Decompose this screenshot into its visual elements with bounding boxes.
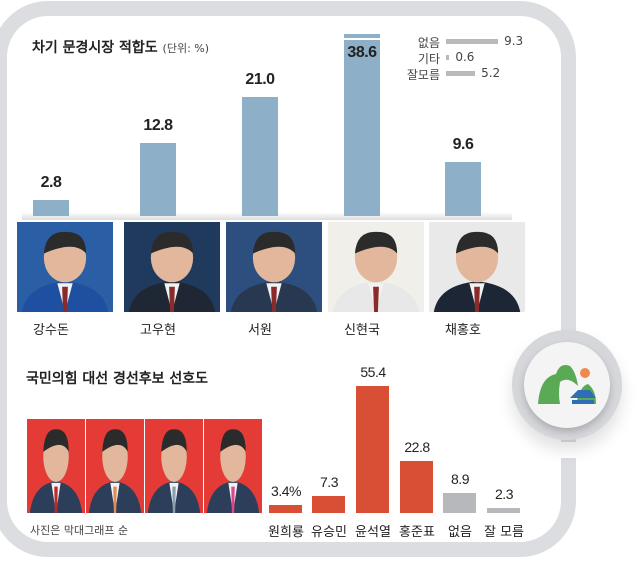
legend-value: 9.3 (504, 34, 524, 48)
chart2-title: 국민의힘 대선 경선후보 선호도 (26, 371, 209, 387)
legend-value: 5.2 (481, 66, 501, 80)
chart1-bar (344, 40, 380, 216)
chart2-bar (400, 460, 433, 513)
chart2-value-label: 7.3 (320, 474, 338, 491)
chart2-value-label: 55.4 (360, 364, 386, 381)
chart1-category-label: 채홍호 (445, 323, 481, 338)
legend-label: 기타 (417, 52, 440, 66)
chart2-value-label: 8.9 (451, 470, 469, 487)
chart2-category-label: 없음 (448, 525, 472, 540)
legend-bar (446, 39, 499, 44)
chart2-category-label: 홍준표 (399, 525, 435, 540)
chart1-value-label: 12.8 (143, 117, 173, 135)
chart1-value-label: 9.6 (452, 135, 474, 153)
chart2-value-label: 3.4% (271, 483, 301, 500)
chart2-candidate-photo (86, 419, 144, 513)
chart1-value-label: 38.6 (347, 44, 377, 61)
chart2-category-label: 유승민 (311, 525, 347, 540)
chart1-candidate-photo (429, 222, 525, 312)
chart1-title: 차기 문경시장 적합도 (단위: %) (32, 40, 210, 56)
legend-label: 잘모름 (406, 68, 440, 82)
chart2-value-label: 2.3 (495, 485, 513, 502)
chart1-value-label: 2.8 (40, 174, 62, 192)
chart1-bar (445, 161, 481, 216)
chart2-candidate-photo (145, 419, 203, 513)
chart1-candidate-photo (17, 222, 113, 312)
frame-gap (556, 442, 580, 458)
chart1-bar (140, 143, 176, 216)
chart2-candidate-photo (204, 419, 262, 513)
baseline-shadow (22, 212, 512, 220)
chart1-candidate-photo (328, 222, 424, 312)
chart2-bar (356, 386, 389, 513)
chart1-bar (242, 96, 278, 216)
chart1-category-label: 서원 (248, 323, 272, 338)
photo-note: 사진은 막대그래프 순 (30, 524, 129, 537)
chart1-category-label: 강수돈 (33, 323, 69, 338)
chart2-category-label: 잘 모름 (483, 525, 524, 540)
chart2-bar (487, 507, 520, 513)
chart1-category-label: 고우현 (140, 323, 176, 338)
chart2-value-label: 22.8 (404, 438, 430, 455)
city-logo (512, 330, 622, 440)
legend-value: 0.6 (455, 50, 475, 64)
chart2-category-label: 원희룡 (268, 525, 304, 540)
chart1-value-label: 21.0 (245, 70, 275, 88)
chart2-bar (443, 492, 476, 513)
chart2-candidate-photo (27, 419, 85, 513)
chart1-candidate-photo (124, 222, 220, 312)
chart2-bar (312, 496, 345, 513)
chart1-candidate-photo (226, 222, 322, 312)
legend-bar (446, 55, 450, 60)
legend-label: 없음 (417, 36, 440, 50)
chart1-bar-break (344, 34, 380, 38)
mountain-logo-icon (538, 365, 596, 404)
chart2-bar (269, 505, 302, 513)
legend-bar (446, 71, 476, 76)
chart2-category-label: 윤석열 (355, 525, 391, 540)
chart1-bar (33, 200, 69, 216)
chart1-category-label: 신현국 (344, 323, 380, 338)
